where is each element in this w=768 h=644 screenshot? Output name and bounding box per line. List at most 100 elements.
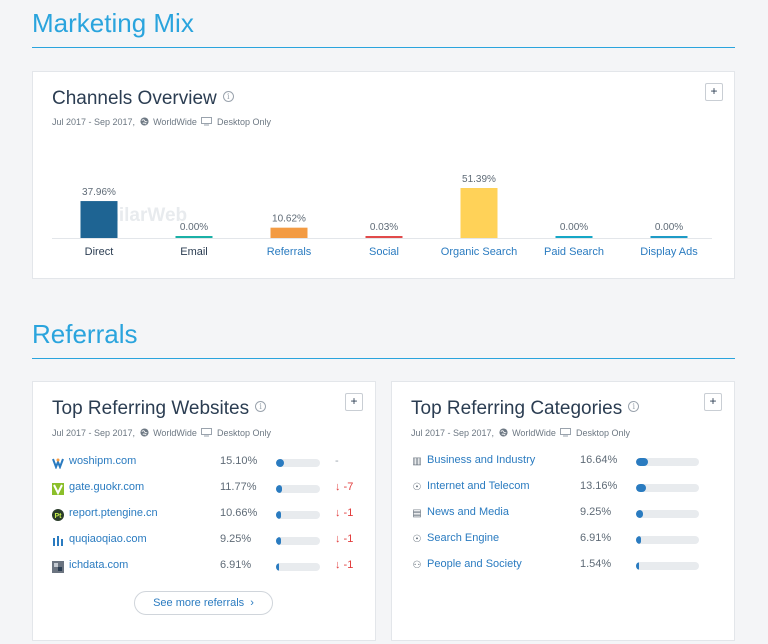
marketing-mix-title: Marketing Mix [32, 8, 194, 38]
category-share: 6.91% [580, 532, 612, 544]
website-name[interactable]: quqiaoqiao.com [69, 533, 147, 545]
category-share: 1.54% [580, 558, 612, 570]
share-bar-fill [636, 562, 639, 570]
bar-social[interactable] [365, 236, 403, 238]
desktop-icon [560, 428, 572, 437]
share-bar-fill [276, 459, 284, 467]
channels-overview-card [32, 71, 735, 279]
share-bar [636, 458, 699, 466]
bar-email[interactable] [175, 236, 213, 238]
category-label[interactable]: Display Ads [640, 246, 698, 258]
website-name[interactable]: ichdata.com [69, 559, 129, 571]
category-name[interactable]: People and Society [427, 558, 522, 570]
share-bar [276, 485, 320, 493]
ptengine-icon: Pt [52, 509, 64, 521]
info-icon[interactable]: i [222, 91, 234, 103]
website-share: 15.10% [220, 455, 258, 467]
website-row[interactable]: ichdata.com 6.91% ↓ -1 [52, 559, 362, 575]
category-label[interactable]: Paid Search [544, 246, 604, 258]
region: WorldWide [153, 117, 197, 127]
top-referring-categories-title: Top Referring Categories i [411, 398, 640, 420]
region: WorldWide [512, 428, 556, 438]
websites-meta: Jul 2017 - Sep 2017, WorldWide Desktop O… [52, 428, 271, 438]
website-row[interactable]: woshipm.com 15.10% - [52, 455, 362, 471]
factory-icon: ▥ [412, 456, 422, 467]
top-referring-websites-title-text: Top Referring Websites [52, 398, 250, 419]
data-label: 10.62% [272, 214, 306, 225]
data-label: 0.00% [655, 222, 683, 233]
data-label: 0.00% [180, 222, 208, 233]
share-bar [276, 511, 320, 519]
bar-direct[interactable] [80, 201, 118, 238]
share-bar [636, 484, 699, 492]
website-row[interactable]: Pt report.ptengine.cn 10.66% ↓ -1 [52, 507, 362, 523]
ichdata-icon [52, 561, 64, 573]
globe-icon [499, 428, 508, 437]
bar-organic-search[interactable] [460, 188, 498, 238]
channels-overview-title-text: Channels Overview [52, 88, 217, 109]
bar-display-ads[interactable] [650, 236, 688, 238]
date-range: Jul 2017 - Sep 2017, [52, 428, 136, 438]
change-value: - [335, 455, 339, 467]
device: Desktop Only [575, 428, 631, 438]
svg-text:Pt: Pt [55, 513, 63, 520]
category-share: 9.25% [580, 506, 612, 518]
website-name[interactable]: report.ptengine.cn [69, 507, 158, 519]
category-name[interactable]: Search Engine [427, 532, 500, 544]
chevron-right-icon: › [250, 597, 254, 609]
website-row[interactable]: gate.guokr.com 11.77% ↓ -7 [52, 481, 362, 497]
share-bar [276, 459, 320, 467]
change-value: ↓ -1 [335, 507, 354, 519]
woshipm-icon [52, 457, 64, 470]
globe-icon [140, 428, 149, 437]
share-bar [276, 563, 320, 571]
website-name[interactable]: woshipm.com [69, 455, 137, 467]
info-icon[interactable]: i [628, 401, 640, 413]
category-label[interactable]: Social [369, 246, 399, 258]
add-to-dashboard-button[interactable]: + [345, 393, 363, 411]
category-row[interactable]: ▥ Business and Industry 16.64% [411, 454, 721, 470]
category-row[interactable]: ▤ News and Media 9.25% [411, 506, 721, 522]
people-icon: ⚇ [412, 560, 422, 571]
desktop-icon [201, 428, 213, 437]
category-row[interactable]: ☉ Internet and Telecom 13.16% [411, 480, 721, 496]
channels-overview-title: Channels Overview i [52, 88, 234, 110]
compass-icon: ☉ [412, 482, 422, 493]
desktop-icon [201, 117, 213, 126]
add-to-dashboard-button[interactable]: + [704, 393, 722, 411]
category-name[interactable]: News and Media [427, 506, 509, 518]
category-row[interactable]: ⚇ People and Society 1.54% [411, 558, 721, 574]
device: Desktop Only [216, 117, 272, 127]
guokr-icon [52, 483, 64, 496]
data-label: 51.39% [462, 174, 496, 185]
category-label: Email [180, 246, 208, 258]
change-value: ↓ -1 [335, 559, 354, 571]
category-row[interactable]: ☉ Search Engine 6.91% [411, 532, 721, 548]
see-more-referrals-button[interactable]: See more referrals › [134, 591, 273, 615]
add-to-dashboard-button[interactable]: + [705, 83, 723, 101]
change-value: ↓ -1 [335, 533, 354, 545]
category-name[interactable]: Internet and Telecom [427, 480, 530, 492]
info-icon[interactable]: i [255, 401, 267, 413]
category-name[interactable]: Business and Industry [427, 454, 536, 466]
channels-meta: Jul 2017 - Sep 2017, WorldWide Desktop O… [52, 117, 271, 127]
category-share: 16.64% [580, 454, 618, 466]
channels-chart: SimilarWeb 37.96%Direct0.00%Email10.62%R… [52, 174, 712, 258]
bar-referrals[interactable] [270, 227, 308, 238]
website-name[interactable]: gate.guokr.com [69, 481, 145, 493]
change-value: ↓ -7 [335, 481, 354, 493]
website-share: 11.77% [220, 481, 257, 493]
share-bar-fill [636, 484, 646, 492]
share-bar-fill [276, 485, 282, 493]
website-row[interactable]: quqiaoqiao.com 9.25% ↓ -1 [52, 533, 362, 549]
website-share: 9.25% [220, 533, 252, 545]
bar-paid-search[interactable] [555, 236, 593, 238]
data-label: 0.03% [370, 222, 398, 233]
category-label[interactable]: Referrals [267, 246, 312, 258]
website-share: 10.66% [220, 507, 258, 519]
share-bar-fill [276, 537, 281, 545]
category-label[interactable]: Organic Search [441, 246, 517, 258]
share-bar-fill [276, 563, 280, 571]
newspaper-icon: ▤ [412, 508, 422, 519]
data-label: 0.00% [560, 222, 588, 233]
